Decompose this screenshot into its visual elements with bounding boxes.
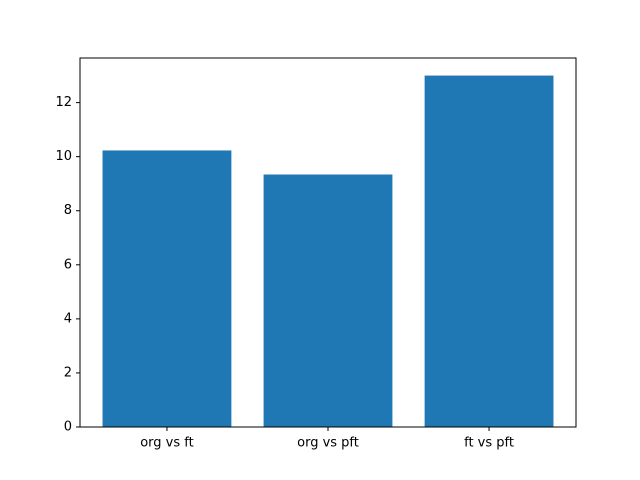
y-tick-label: 0 [64, 420, 72, 435]
bar [263, 174, 393, 427]
axes-frame [79, 57, 577, 428]
y-tick-label: 12 [55, 95, 72, 110]
x-tick-label: org vs ft [140, 436, 194, 451]
x-tick-label: org vs pft [297, 436, 359, 451]
y-tick-label: 2 [64, 365, 72, 380]
bar [102, 150, 232, 427]
y-tick-label: 6 [64, 257, 72, 272]
y-tick-label: 4 [64, 311, 72, 326]
y-tick-label: 10 [55, 149, 72, 164]
bar [424, 75, 554, 428]
x-tick-label: ft vs pft [464, 436, 514, 451]
y-tick-label: 8 [64, 203, 72, 218]
